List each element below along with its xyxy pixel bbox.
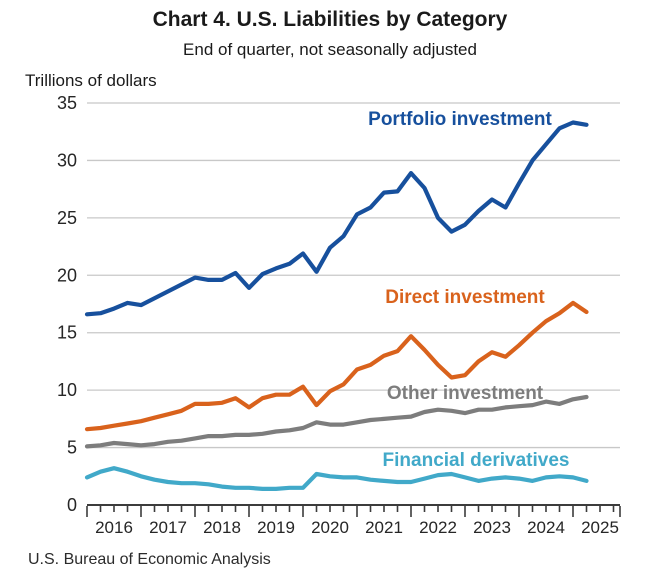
series-line-other-investment — [84, 394, 589, 449]
chart-title: Chart 4. U.S. Liabilities by Category — [152, 8, 508, 31]
y-tick-label-15: 15 — [57, 323, 77, 343]
series-label-direct-investment: Direct investment — [385, 287, 545, 308]
y-tick-label-10: 10 — [57, 380, 77, 400]
series-label-other-investment: Other investment — [386, 383, 544, 404]
series-label-financial-derivatives: Financial derivatives — [382, 450, 570, 471]
x-year-label-2020: 2020 — [311, 518, 349, 537]
y-tick-label-25: 25 — [57, 208, 77, 228]
series-label-portfolio-investment: Portfolio investment — [368, 109, 552, 130]
y-tick-label-20: 20 — [57, 265, 77, 285]
x-year-label-2021: 2021 — [365, 518, 403, 537]
y-tick-label-0: 0 — [67, 495, 77, 515]
series-line-direct-investment — [84, 300, 589, 432]
x-year-label-2023: 2023 — [473, 518, 511, 537]
x-year-label-2018: 2018 — [203, 518, 241, 537]
x-year-label-2024: 2024 — [527, 518, 565, 537]
y-tick-label-5: 5 — [67, 438, 77, 458]
x-year-label-2025: 2025 — [581, 518, 619, 537]
x-year-label-2017: 2017 — [149, 518, 187, 537]
series-line-financial-derivatives — [84, 466, 589, 491]
chart-subtitle: End of quarter, not seasonally adjusted — [183, 40, 477, 59]
series-line-portfolio-investment — [84, 120, 589, 317]
y-tick-label-35: 35 — [57, 93, 77, 113]
x-year-label-2022: 2022 — [419, 518, 457, 537]
x-year-label-2016: 2016 — [95, 518, 133, 537]
y-axis-unit-label: Trillions of dollars — [25, 71, 157, 90]
source-attribution: U.S. Bureau of Economic Analysis — [28, 551, 271, 568]
x-year-label-2019: 2019 — [257, 518, 295, 537]
y-tick-label-30: 30 — [57, 150, 77, 170]
